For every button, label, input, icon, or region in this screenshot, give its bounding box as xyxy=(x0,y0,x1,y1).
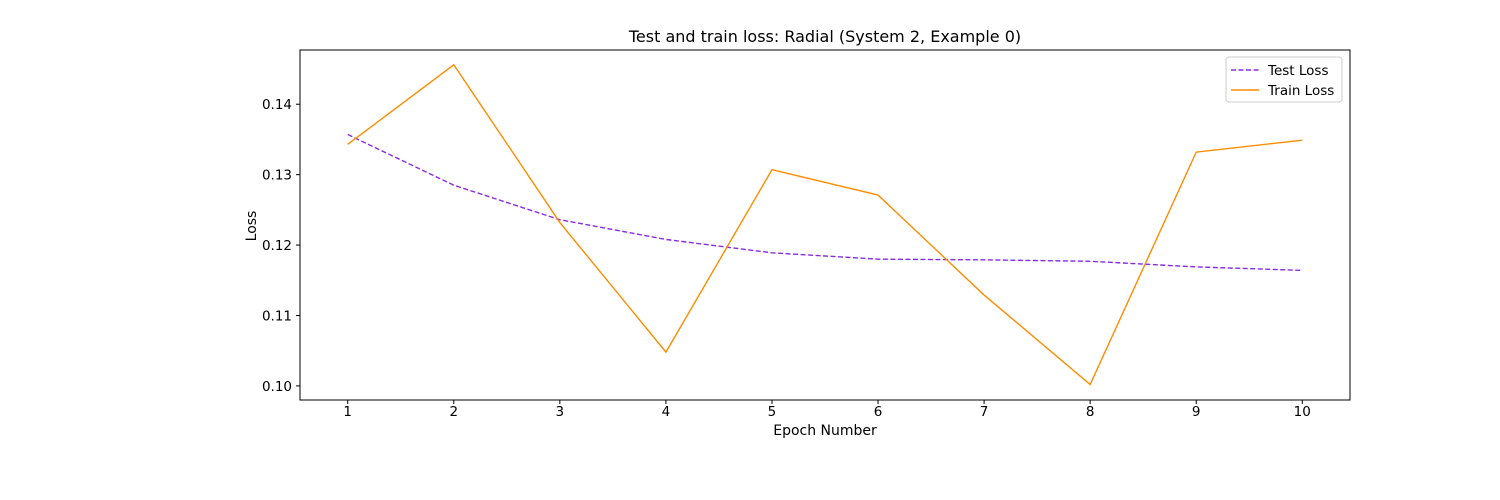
plot-frame xyxy=(299,49,1351,401)
train-loss-line xyxy=(347,63,1303,386)
x-axis-label: Epoch Number xyxy=(773,423,877,439)
test-loss-line xyxy=(347,133,1303,272)
y-tick-label: 0.10 xyxy=(262,379,292,395)
y-tick-label: 0.12 xyxy=(262,238,292,254)
y-tick-label: 0.11 xyxy=(262,308,292,324)
y-axis-label: Loss xyxy=(244,211,260,242)
y-tick-label: 0.13 xyxy=(262,168,292,184)
x-tick-label: 7 xyxy=(980,404,989,420)
x-tick-label: 3 xyxy=(556,404,565,420)
y-tick-label: 0.14 xyxy=(262,97,292,113)
legend-entry: Test Loss xyxy=(1267,63,1329,79)
x-tick-label: 2 xyxy=(449,404,458,420)
x-tick-label: 10 xyxy=(1294,404,1311,420)
x-tick-label: 1 xyxy=(343,404,352,420)
legend: Test Loss Train Loss xyxy=(1225,56,1343,103)
chart-title: Test and train loss: Radial (System 2, E… xyxy=(628,27,1021,46)
plot-area xyxy=(347,63,1303,386)
x-tick-label: 5 xyxy=(768,404,777,420)
y-axis: 0.10 0.11 0.12 0.13 0.14 xyxy=(262,97,300,395)
x-tick-label: 8 xyxy=(1086,404,1095,420)
x-tick-label: 9 xyxy=(1192,404,1201,420)
legend-entry: Train Loss xyxy=(1267,83,1334,99)
x-axis: 1 2 3 4 5 6 7 8 9 10 xyxy=(343,400,1311,420)
legend-box xyxy=(1225,56,1343,103)
x-tick-label: 6 xyxy=(874,404,883,420)
x-tick-label: 4 xyxy=(662,404,671,420)
